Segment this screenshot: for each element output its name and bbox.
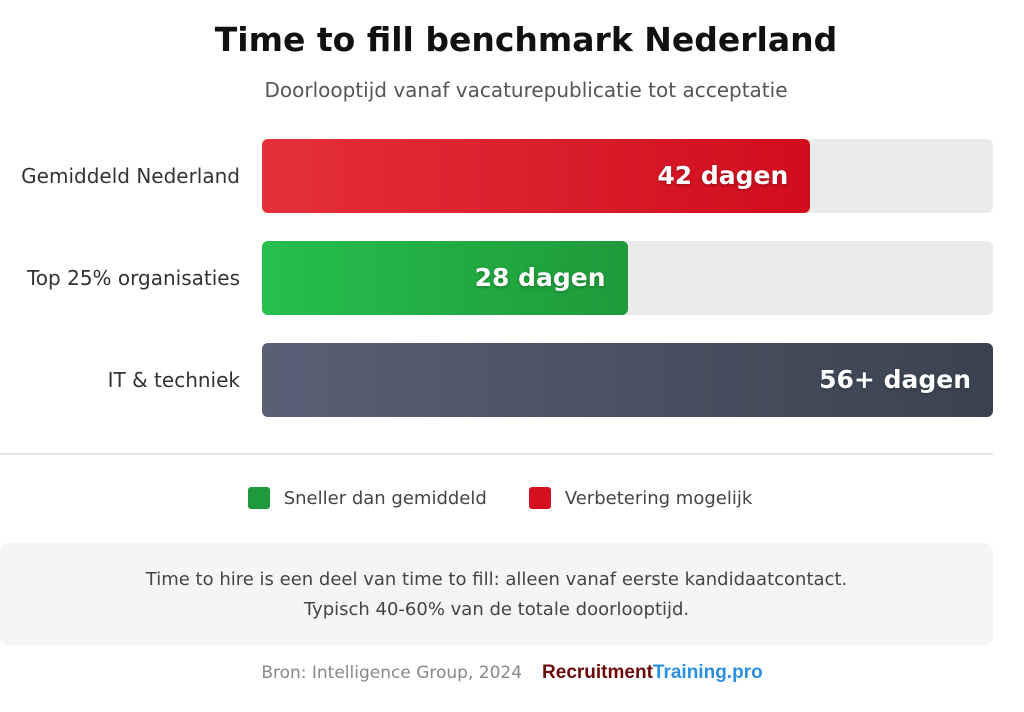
source-text: Bron: Intelligence Group, 2024 — [261, 663, 523, 683]
logo-part-2: Training.pro — [652, 662, 763, 683]
note-line-1: Time to hire is een deel van time to fil… — [145, 569, 848, 590]
bar-track: 56+ dagen — [262, 343, 993, 417]
legend-label: Sneller dan gemiddeld — [283, 487, 487, 509]
bar-row: Top 25% organisaties 28 dagen — [0, 241, 1024, 315]
legend-swatch — [528, 487, 551, 509]
footer: Bron: Intelligence Group, 2024 Recruitme… — [0, 662, 1024, 684]
value-label: 42 dagen — [657, 161, 789, 190]
value-label: 28 dagen — [474, 263, 606, 292]
bar: 42 dagen — [262, 139, 811, 213]
bar-track: 28 dagen — [262, 241, 993, 315]
legend: Sneller dan gemiddeld Verbetering mogelij… — [0, 487, 1000, 509]
value-label: 56+ dagen — [819, 365, 971, 394]
category-label: Gemiddeld Nederland — [21, 164, 240, 188]
info-note: Time to hire is een deel van time to fil… — [0, 543, 993, 645]
legend-item: Sneller dan gemiddeld — [247, 487, 487, 509]
bar-track: 42 dagen — [262, 139, 993, 213]
logo-part-1: Recruitment — [542, 662, 653, 683]
category-label: IT & techniek — [107, 368, 240, 392]
bar: 56+ dagen — [262, 343, 993, 417]
brand-logo: RecruitmentTraining.pro — [542, 662, 763, 684]
chart-subtitle: Doorlooptijd vanaf vacaturepublicatie to… — [264, 78, 788, 102]
legend-item: Verbetering mogelijk — [528, 487, 753, 509]
legend-swatch — [247, 487, 270, 509]
divider — [0, 453, 993, 455]
legend-label: Verbetering mogelijk — [564, 487, 753, 509]
category-label: Top 25% organisaties — [26, 266, 240, 290]
chart-title: Time to fill benchmark Nederland — [214, 20, 838, 59]
note-line-2: Typisch 40-60% van de totale doorlooptij… — [303, 599, 690, 620]
bar-row: IT & techniek 56+ dagen — [0, 343, 1024, 417]
bar-row: Gemiddeld Nederland 42 dagen — [0, 139, 1024, 213]
bar: 28 dagen — [262, 241, 628, 315]
